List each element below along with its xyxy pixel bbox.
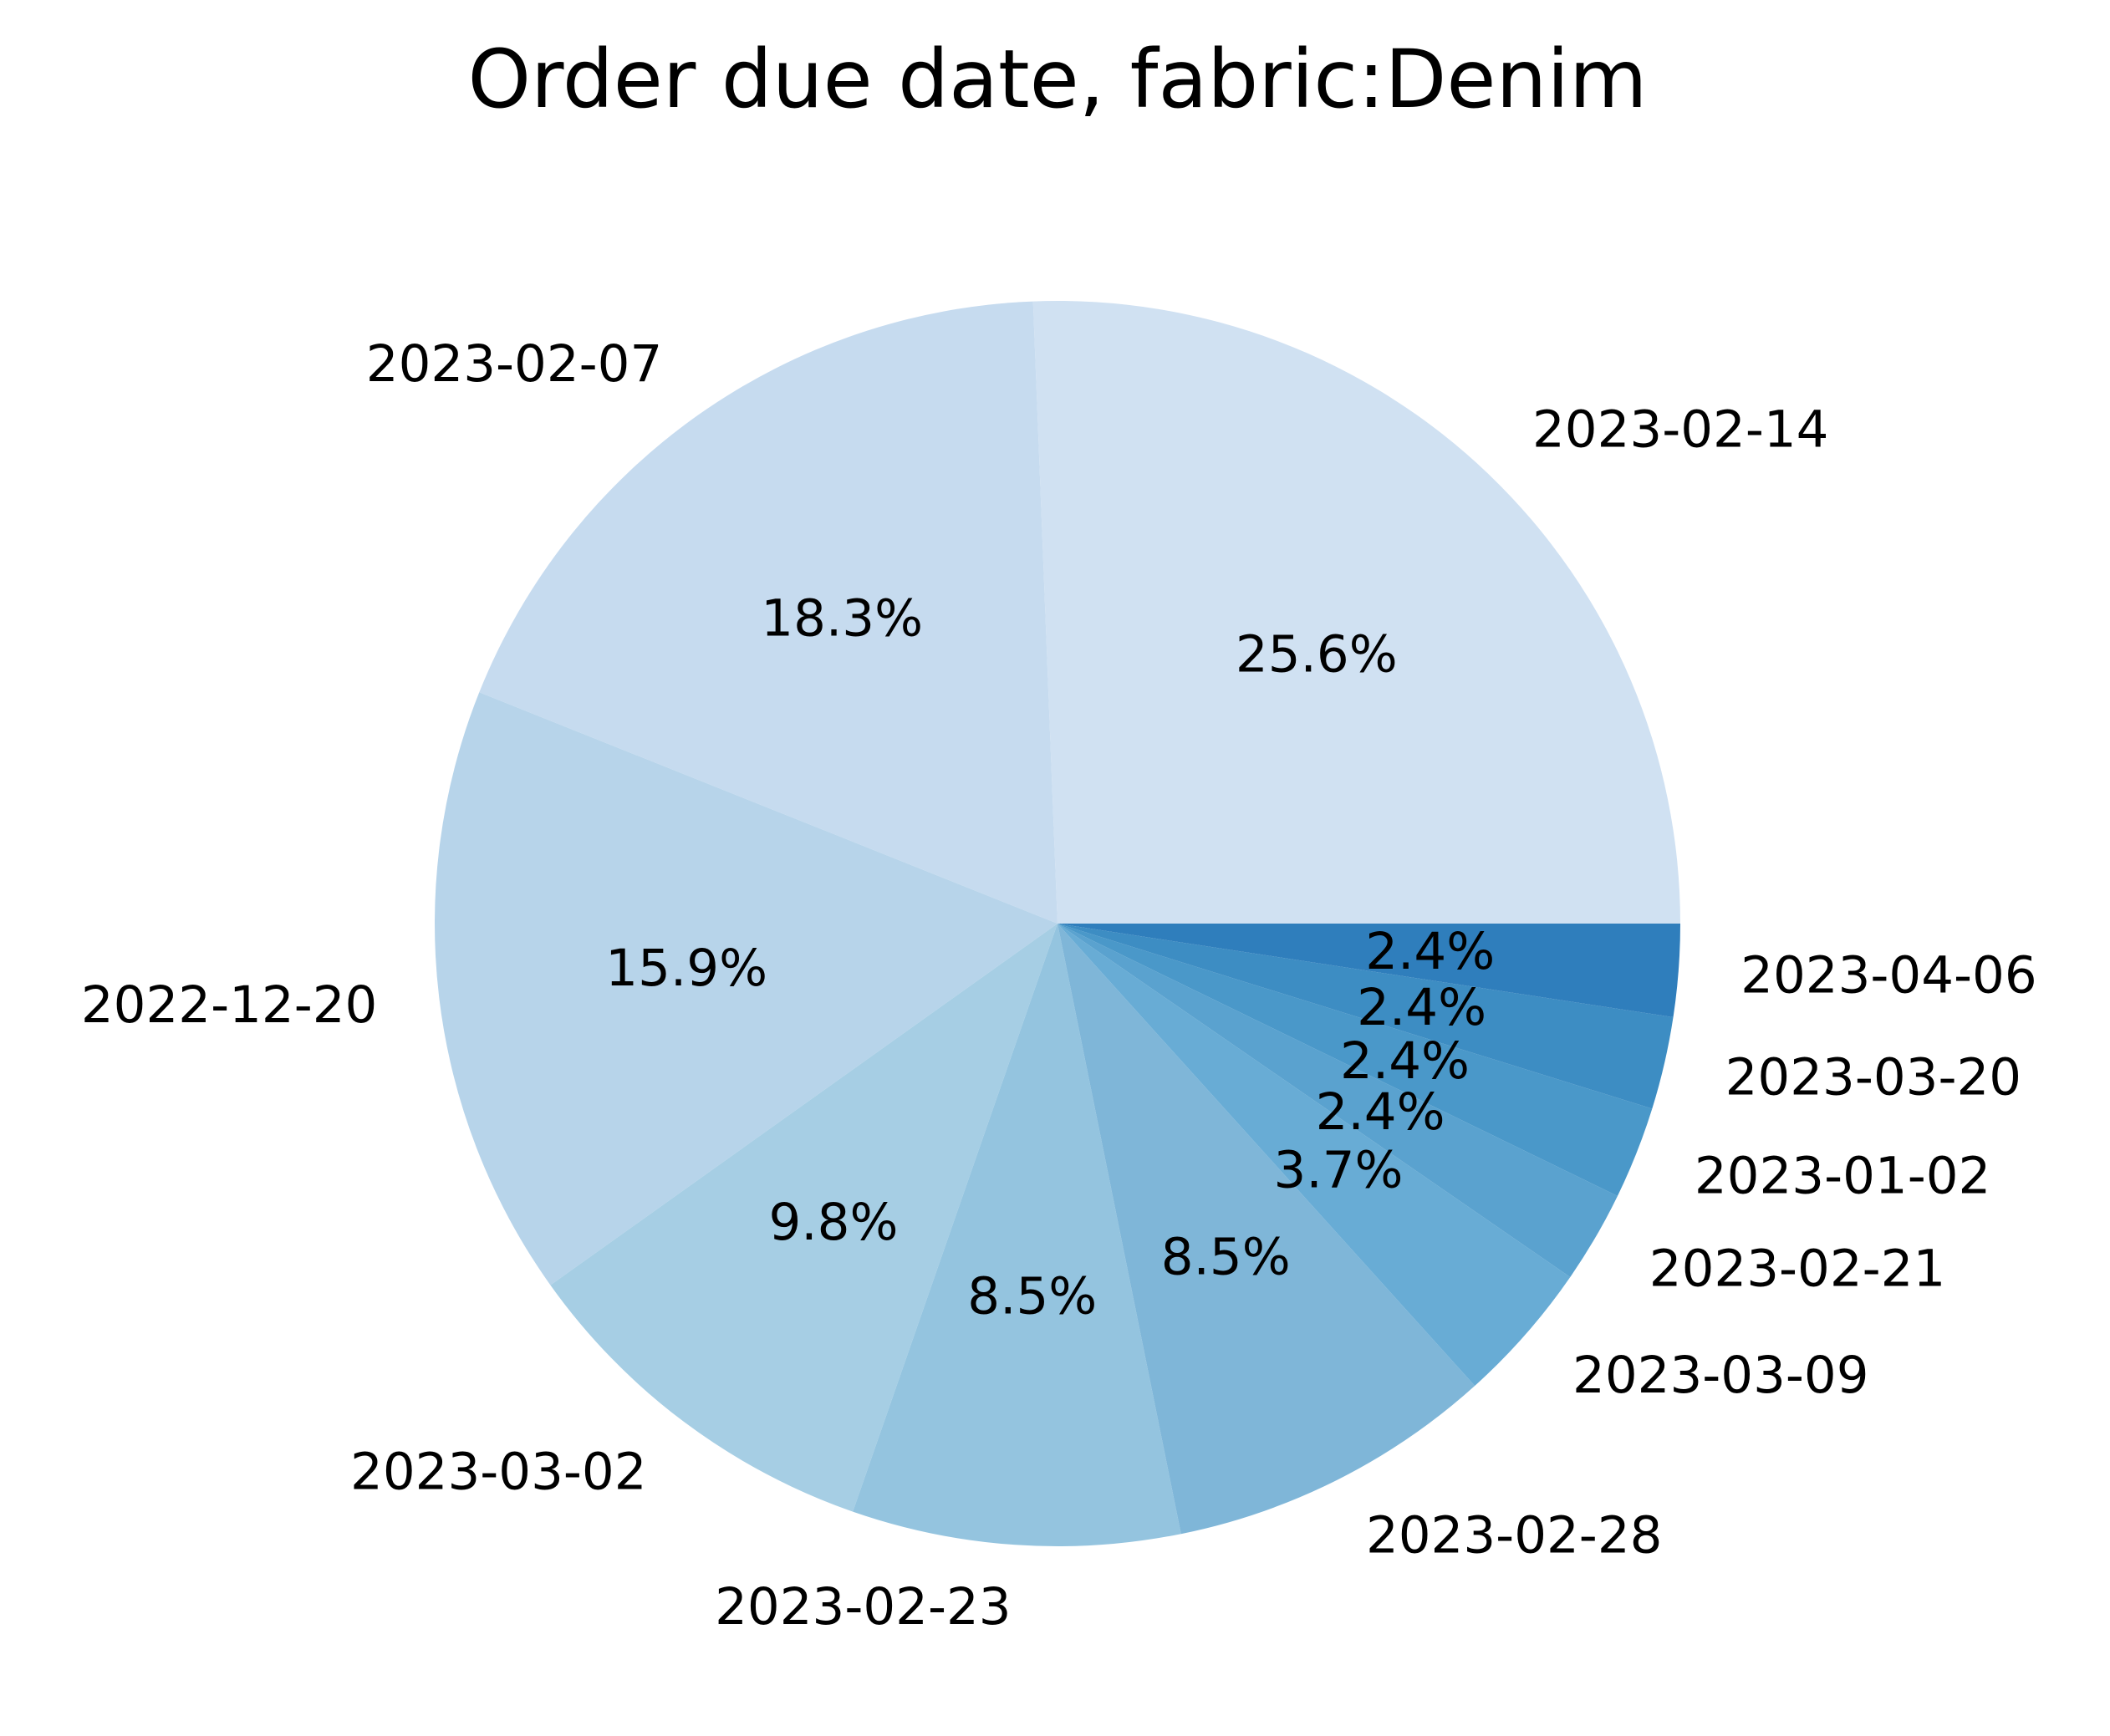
slice-label-2023-02-07: 2023-02-07 xyxy=(366,334,663,394)
pct-label-2022-12-20: 15.9% xyxy=(605,939,767,998)
slice-label-2023-02-23: 2023-02-23 xyxy=(715,1577,1012,1637)
pct-label-2023-01-02: 2.4% xyxy=(1340,1031,1470,1091)
pct-label-2023-02-28: 8.5% xyxy=(1161,1228,1291,1287)
pie-slice-2023-02-14 xyxy=(1032,301,1680,924)
pct-label-2023-03-09: 3.7% xyxy=(1274,1140,1404,1199)
pie-slice-2023-02-28 xyxy=(1058,924,1475,1535)
pie-slice-2022-12-20 xyxy=(435,692,1058,1285)
slice-label-2023-03-09: 2023-03-09 xyxy=(1572,1346,1869,1405)
pie-slice-2023-01-02 xyxy=(1058,924,1653,1196)
slice-label-2022-12-20: 2022-12-20 xyxy=(81,975,378,1035)
pie-labels: 2023-02-14 25.6% 2023-02-07 18.3% 2022-12-20… xyxy=(81,334,2037,1637)
slice-label-2023-02-28: 2023-02-28 xyxy=(1366,1505,1663,1565)
pct-label-2023-04-06: 2.4% xyxy=(1365,922,1495,981)
pie-slices xyxy=(435,301,1680,1546)
slice-label-2023-04-06: 2023-04-06 xyxy=(1740,945,2037,1005)
slice-label-2023-01-02: 2023-01-02 xyxy=(1695,1146,1991,1205)
pie-slice-2023-02-21 xyxy=(1058,924,1618,1277)
pct-label-2023-02-23: 8.5% xyxy=(967,1266,1097,1326)
pct-label-2023-02-21: 2.4% xyxy=(1316,1082,1445,1142)
pie-slice-2023-03-20 xyxy=(1058,924,1674,1109)
pie-slice-2023-03-09 xyxy=(1058,924,1571,1387)
slice-label-2023-02-14: 2023-02-14 xyxy=(1532,400,1829,460)
pct-label-2023-03-20: 2.4% xyxy=(1357,978,1486,1037)
pct-label-2023-02-07: 18.3% xyxy=(761,588,923,648)
pie-slice-2023-02-23 xyxy=(853,924,1181,1546)
slice-label-2023-02-21: 2023-02-21 xyxy=(1649,1240,1946,1299)
chart-title: Order due date, fabric:Denim xyxy=(467,33,1647,126)
pie-slice-2023-03-02 xyxy=(550,924,1058,1512)
pct-label-2023-02-14: 25.6% xyxy=(1236,624,1398,684)
pie-slice-2023-02-07 xyxy=(479,301,1058,924)
slice-label-2023-03-20: 2023-03-20 xyxy=(1725,1047,2022,1107)
pct-label-2023-03-02: 9.8% xyxy=(768,1193,898,1252)
pie-slice-2023-04-06 xyxy=(1058,924,1680,1018)
slice-label-2023-03-02: 2023-03-02 xyxy=(350,1442,647,1501)
